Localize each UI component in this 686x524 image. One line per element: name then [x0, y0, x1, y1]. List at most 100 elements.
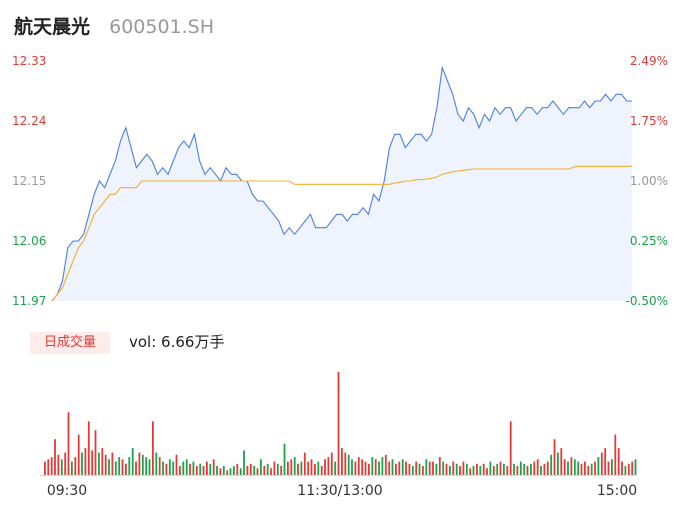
- volume-bar: [222, 466, 225, 475]
- volume-bar: [573, 459, 576, 475]
- volume-bar: [168, 459, 171, 475]
- volume-bar: [57, 454, 60, 475]
- x-tick-label: 15:00: [597, 483, 637, 499]
- volume-bar: [634, 459, 637, 475]
- volume-bar: [489, 461, 492, 475]
- left-axis-label: 12.24: [12, 114, 46, 128]
- volume-bar: [543, 463, 546, 475]
- volume-bar: [290, 459, 293, 475]
- volume-bar: [320, 466, 323, 475]
- volume-bar: [260, 459, 262, 475]
- volume-bar: [243, 450, 245, 475]
- left-axis-label: 11.97: [12, 294, 46, 308]
- volume-bar: [314, 463, 316, 475]
- volume-bar: [71, 461, 73, 475]
- volume-bar: [361, 459, 364, 475]
- volume-readout: vol: 6.66万手: [129, 333, 225, 351]
- volume-bar: [141, 454, 144, 475]
- volume-bar: [621, 461, 623, 475]
- volume-bar: [108, 459, 110, 475]
- volume-bar: [513, 463, 515, 475]
- volume-bar: [590, 463, 593, 475]
- volume-bar: [310, 459, 313, 475]
- volume-bar: [391, 459, 394, 475]
- volume-bar: [189, 463, 191, 475]
- volume-bar: [422, 466, 424, 475]
- volume-bar: [276, 463, 279, 475]
- right-axis-label: 1.75%: [630, 114, 668, 128]
- volume-bar: [77, 434, 80, 475]
- right-axis-label: -0.50%: [626, 294, 668, 308]
- volume-bar: [469, 468, 472, 475]
- volume-bar: [249, 463, 252, 475]
- volume-bar: [607, 461, 610, 475]
- volume-bar: [280, 466, 283, 475]
- price-line: [51, 65, 632, 302]
- volume-bar: [415, 461, 418, 475]
- volume-bar: [526, 466, 529, 475]
- volume-bar: [523, 463, 526, 475]
- volume-bar: [226, 470, 229, 475]
- volume-bar: [94, 430, 97, 475]
- volume-bar: [557, 452, 559, 475]
- volume-bar: [600, 452, 603, 475]
- volume-bar: [303, 452, 306, 475]
- volume-bar: [81, 452, 83, 475]
- volume-bar: [293, 457, 296, 475]
- volume-bar: [476, 463, 478, 475]
- volume-bar: [401, 459, 404, 475]
- volume-bar: [175, 454, 178, 475]
- volume-bar: [486, 468, 488, 475]
- volume-bar: [459, 466, 461, 475]
- volume-bar: [297, 463, 299, 475]
- volume-bar: [266, 463, 269, 475]
- volume-bar: [209, 463, 212, 475]
- volume-bar: [148, 459, 151, 475]
- volume-bar: [300, 461, 303, 475]
- volume-bar: [435, 463, 438, 475]
- volume-bar: [624, 466, 627, 475]
- x-tick-label: 09:30: [47, 483, 87, 499]
- volume-bar: [50, 457, 53, 475]
- x-tick-label: 11:30/13:00: [297, 483, 382, 499]
- price-area: [52, 67, 632, 301]
- volume-bar: [550, 454, 553, 475]
- volume-bar: [246, 466, 249, 475]
- left-axis-label: 12.15: [12, 174, 46, 188]
- volume-bar: [256, 468, 259, 475]
- volume-bar: [253, 466, 256, 475]
- volume-bar: [263, 466, 266, 475]
- left-axis-label: 12.33: [12, 54, 46, 68]
- volume-bar: [74, 457, 77, 475]
- volume-bar: [212, 459, 215, 475]
- volume-bar: [287, 461, 289, 475]
- volume-bar: [381, 457, 384, 475]
- volume-bar: [374, 459, 377, 475]
- volume-bar: [472, 466, 475, 475]
- volume-bar: [239, 468, 242, 475]
- left-axis-label: 12.06: [12, 234, 46, 248]
- volume-bar: [398, 461, 401, 475]
- volume-bar: [179, 466, 181, 475]
- volume-bar: [560, 448, 563, 475]
- volume-bar: [145, 457, 148, 475]
- volume-bar: [158, 457, 161, 475]
- volume-bar: [216, 466, 218, 475]
- volume-bar: [347, 454, 350, 475]
- volume-bar: [570, 457, 573, 475]
- volume-bar: [104, 454, 107, 475]
- volume-bar: [516, 466, 519, 475]
- stock-code: 600501.SH: [109, 16, 215, 38]
- volume-bar: [536, 459, 539, 475]
- volume-badge[interactable]: 日成交量: [30, 332, 110, 354]
- volume-bar: [283, 443, 286, 475]
- volume-bar: [162, 461, 164, 475]
- volume-bar: [368, 463, 370, 475]
- volume-bar: [432, 461, 434, 475]
- volume-bar: [631, 461, 634, 475]
- volume-bar: [509, 421, 512, 475]
- volume-bar: [155, 452, 158, 475]
- volume-bar: [138, 452, 141, 475]
- volume-bar: [611, 459, 613, 475]
